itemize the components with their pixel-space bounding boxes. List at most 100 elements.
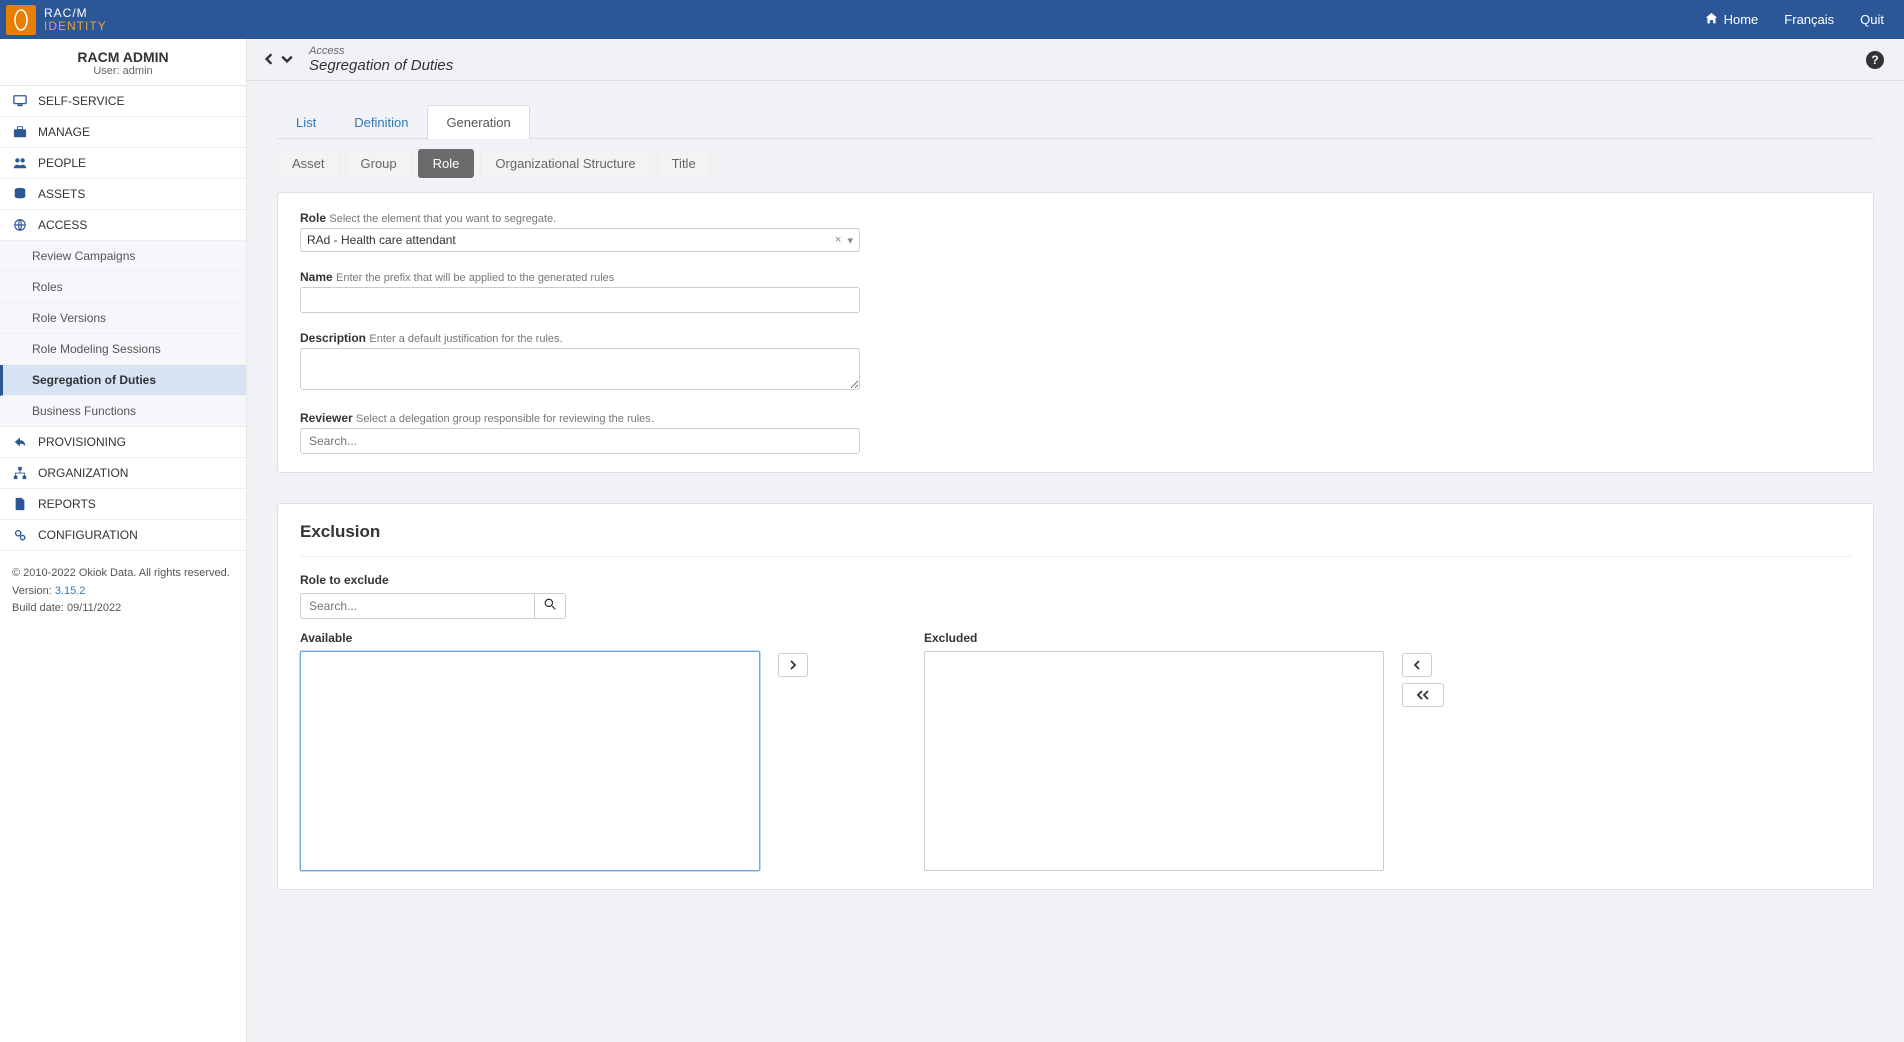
sidebar-item-manage[interactable]: MANAGE — [0, 117, 246, 148]
nav-down-icon[interactable] — [279, 50, 295, 70]
reviewer-label: Reviewer — [300, 411, 353, 425]
role-label: Role — [300, 211, 326, 225]
sidebar-user: User: admin — [0, 65, 246, 77]
help-icon[interactable]: ? — [1866, 51, 1884, 69]
pill-asset[interactable]: Asset — [277, 149, 340, 178]
chevron-right-icon — [788, 660, 798, 670]
chevron-down-icon[interactable]: ▾ — [847, 234, 853, 247]
document-icon — [12, 497, 28, 511]
sidebar-item-assets[interactable]: ASSETS — [0, 179, 246, 210]
available-listbox[interactable] — [300, 651, 760, 871]
excluded-column: Excluded — [924, 631, 1384, 871]
nav-home-label: Home — [1724, 12, 1759, 27]
sidebar-item-label: PROVISIONING — [38, 435, 126, 449]
move-all-left-button[interactable] — [1402, 683, 1444, 707]
brand: RAC/M IDENTITY — [44, 7, 107, 32]
app-logo — [6, 5, 36, 35]
sidebar-item-access[interactable]: ACCESS — [0, 210, 246, 241]
field-label: Name Enter the prefix that will be appli… — [300, 270, 860, 284]
sidebar-item-organization[interactable]: ORGANIZATION — [0, 458, 246, 489]
move-left-button[interactable] — [1402, 653, 1432, 677]
sidebar-sub-role-versions[interactable]: Role Versions — [0, 303, 246, 334]
sidebar-sub-roles[interactable]: Roles — [0, 272, 246, 303]
sidebar-item-reports[interactable]: REPORTS — [0, 489, 246, 520]
available-column: Available — [300, 631, 760, 871]
sidebar-item-label: MANAGE — [38, 125, 90, 139]
database-icon — [12, 187, 28, 201]
role-select[interactable]: RAd - Health care attendant × ▾ — [300, 228, 860, 252]
field-label: Description Enter a default justificatio… — [300, 331, 860, 345]
version-link[interactable]: 3.15.2 — [55, 585, 86, 597]
move-right-button[interactable] — [778, 653, 808, 677]
sidebar-item-configuration[interactable]: CONFIGURATION — [0, 520, 246, 551]
tab-generation[interactable]: Generation — [427, 105, 529, 139]
version-line: Version: 3.15.2 — [12, 583, 234, 601]
sidebar-item-label: CONFIGURATION — [38, 528, 138, 542]
description-input[interactable] — [300, 348, 860, 390]
exclusion-search-input[interactable] — [300, 593, 534, 619]
version-label: Version: — [12, 585, 55, 597]
exclusion-panel: Exclusion Role to exclude Available — [277, 503, 1874, 890]
description-label: Description — [300, 331, 366, 345]
breadcrumb-parent: Access — [309, 45, 1852, 57]
sub-tabs: Asset Group Role Organizational Structur… — [277, 149, 1874, 178]
excluded-listbox[interactable] — [924, 651, 1384, 871]
sidebar-title: RACM ADMIN — [0, 49, 246, 65]
org-icon — [12, 466, 28, 480]
available-label: Available — [300, 631, 760, 645]
sidebar-sub-review-campaigns[interactable]: Review Campaigns — [0, 241, 246, 272]
nav-back-icon[interactable] — [261, 50, 277, 70]
reviewer-input[interactable] — [300, 428, 860, 454]
pill-group[interactable]: Group — [346, 149, 412, 178]
page-header: Access Segregation of Duties ? — [247, 39, 1904, 81]
sidebar-item-label: ORGANIZATION — [38, 466, 128, 480]
excluded-label: Excluded — [924, 631, 1384, 645]
field-role: Role Select the element that you want to… — [300, 211, 860, 252]
field-description: Description Enter a default justificatio… — [300, 331, 860, 393]
tab-list[interactable]: List — [277, 105, 335, 139]
field-label: Role Select the element that you want to… — [300, 211, 860, 225]
role-value: RAd - Health care attendant — [307, 233, 456, 247]
tab-definition[interactable]: Definition — [335, 105, 427, 139]
sidebar-sub-segregation[interactable]: Segregation of Duties — [0, 365, 246, 396]
copyright: © 2010-2022 Okiok Data. All rights reser… — [12, 565, 234, 583]
dual-list: Available Excluded — [300, 631, 1851, 871]
name-hint: Enter the prefix that will be applied to… — [336, 272, 614, 284]
sidebar-item-self-service[interactable]: SELF-SERVICE — [0, 86, 246, 117]
topbar-right: Home Français Quit — [1705, 12, 1884, 28]
chevron-left-icon — [1412, 660, 1422, 670]
page-title: Segregation of Duties — [309, 57, 1852, 74]
sidebar-item-label: REPORTS — [38, 497, 96, 511]
field-reviewer: Reviewer Select a delegation group respo… — [300, 411, 860, 454]
sidebar-header: RACM ADMIN User: admin — [0, 39, 246, 86]
select-controls: × ▾ — [835, 234, 853, 247]
name-input[interactable] — [300, 287, 860, 313]
pill-role[interactable]: Role — [418, 149, 475, 178]
nav-home[interactable]: Home — [1705, 12, 1759, 28]
chevron-double-left-icon — [1415, 690, 1431, 700]
role-to-exclude-label: Role to exclude — [300, 573, 1851, 587]
nav-language[interactable]: Français — [1784, 12, 1834, 27]
sidebar-item-people[interactable]: PEOPLE — [0, 148, 246, 179]
main-tabs: List Definition Generation — [277, 105, 1874, 139]
sidebar-item-label: ACCESS — [38, 218, 87, 232]
sidebar-item-label: SELF-SERVICE — [38, 94, 124, 108]
brand-line2: IDENTITY — [44, 20, 107, 33]
sidebar-sub-business-functions[interactable]: Business Functions — [0, 396, 246, 427]
gears-icon — [12, 528, 28, 542]
exclusion-title: Exclusion — [300, 522, 1851, 557]
pill-org-structure[interactable]: Organizational Structure — [480, 149, 650, 178]
search-icon — [544, 598, 557, 611]
sidebar-sub-role-modeling[interactable]: Role Modeling Sessions — [0, 334, 246, 365]
monitor-icon — [12, 94, 28, 108]
pill-title[interactable]: Title — [657, 149, 711, 178]
content: List Definition Generation Asset Group R… — [247, 81, 1904, 914]
exclusion-search-button[interactable] — [534, 593, 566, 619]
move-right-buttons — [778, 631, 808, 871]
sidebar-item-provisioning[interactable]: PROVISIONING — [0, 427, 246, 458]
move-left-buttons — [1402, 631, 1444, 871]
field-label: Reviewer Select a delegation group respo… — [300, 411, 860, 425]
nav-quit[interactable]: Quit — [1860, 12, 1884, 27]
sidebar: RACM ADMIN User: admin SELF-SERVICE MANA… — [0, 39, 247, 1042]
clear-icon[interactable]: × — [835, 234, 841, 247]
